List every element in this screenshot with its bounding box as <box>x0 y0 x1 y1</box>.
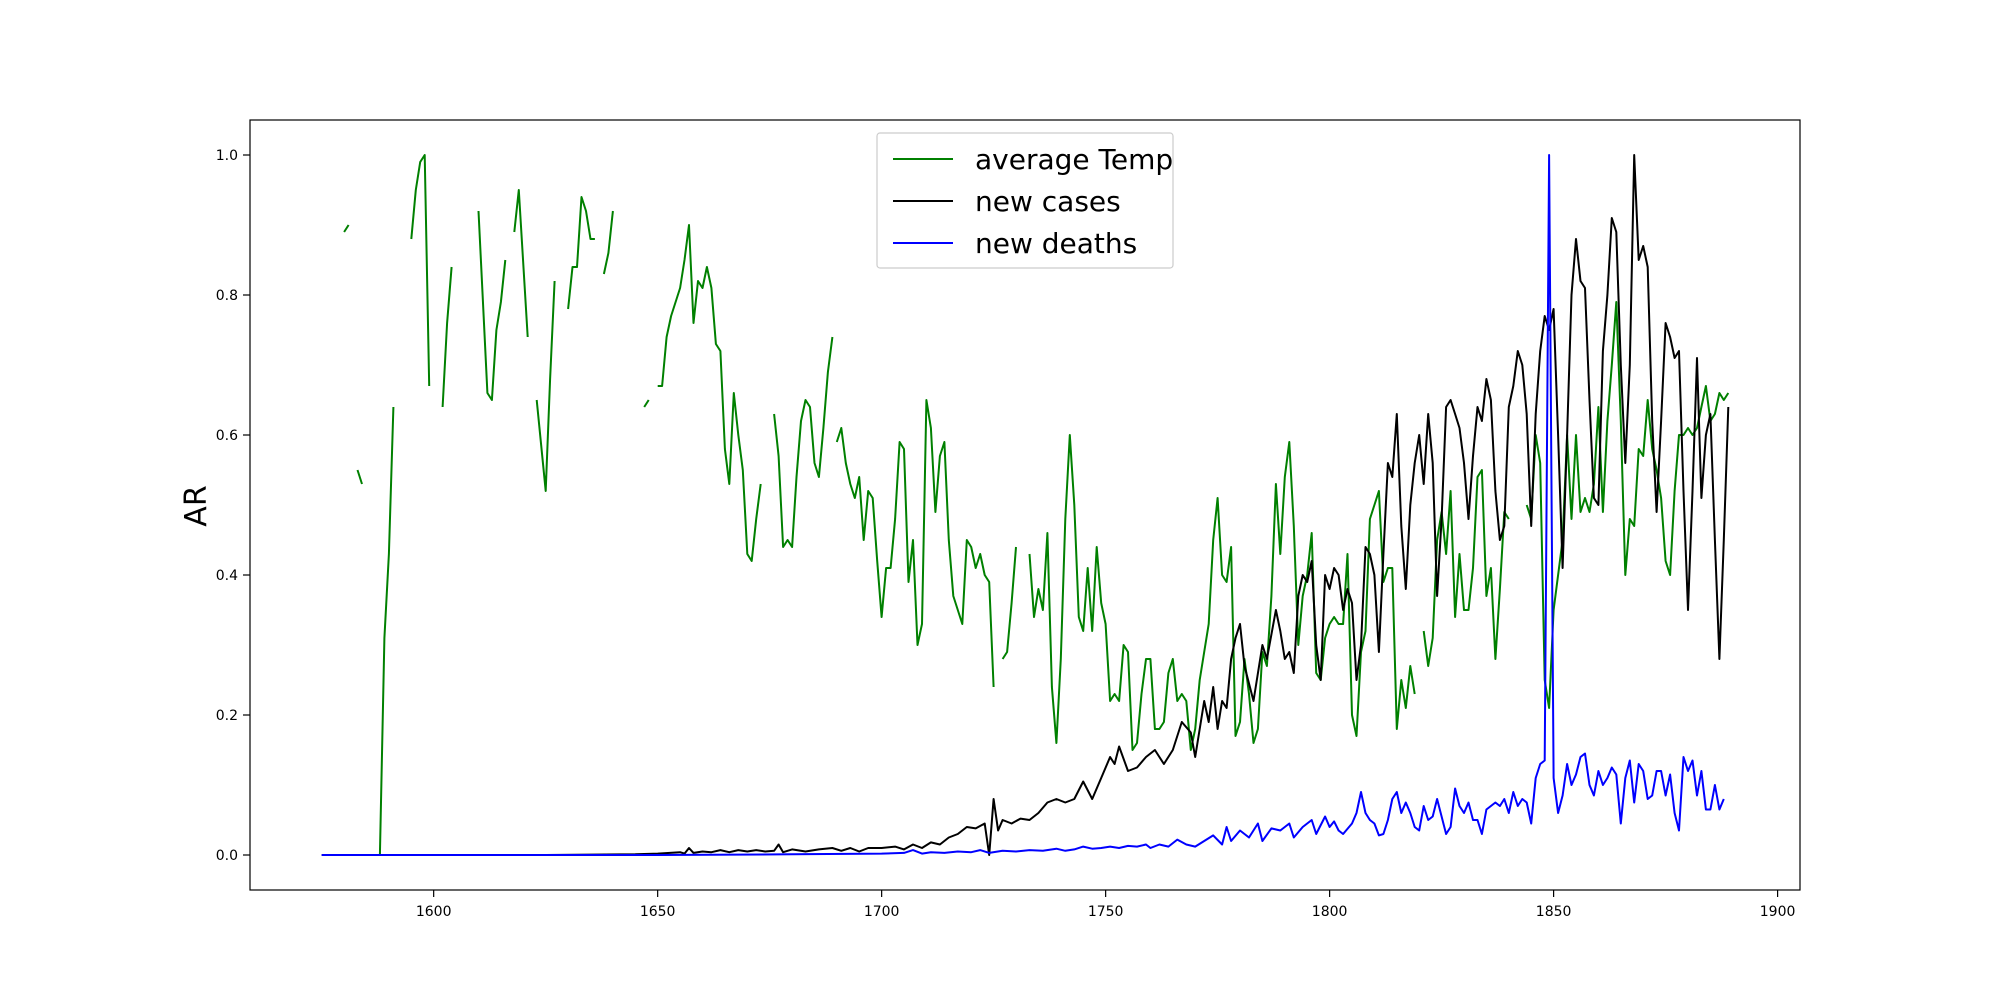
y-tick-label: 0.2 <box>216 708 238 724</box>
series-line <box>477 210 507 401</box>
series-line <box>835 399 995 688</box>
series-line <box>657 224 762 562</box>
legend-label: new deaths <box>975 227 1137 260</box>
x-tick-label: 1750 <box>1088 904 1124 920</box>
y-tick-label: 0.6 <box>216 428 238 444</box>
series-line <box>321 154 1730 856</box>
series-line <box>1001 546 1017 660</box>
y-tick-label: 0.0 <box>216 848 238 864</box>
series-line <box>1028 434 1416 751</box>
series-line <box>602 210 614 275</box>
series-line <box>343 224 350 233</box>
legend-label: new cases <box>975 185 1121 218</box>
y-tick-label: 1.0 <box>216 148 238 164</box>
axes-frame <box>249 119 1801 891</box>
legend-label: average Temp <box>975 143 1173 176</box>
legend-items: average Temp new cases new deaths <box>893 143 1173 260</box>
y-tick-label: 0.4 <box>216 568 238 584</box>
y-axis-label: AR <box>179 485 214 526</box>
series-new-deaths <box>321 154 1725 856</box>
series-line <box>567 196 595 310</box>
series-line <box>410 154 431 387</box>
x-axis: 1600 1650 1700 1750 1800 1850 1900 <box>416 890 1796 920</box>
series-line <box>321 154 1725 856</box>
series-line <box>1422 469 1510 667</box>
legend-box <box>876 132 1174 269</box>
y-tick-label: 0.8 <box>216 288 238 304</box>
series-line <box>356 469 363 485</box>
y-axis: 0.0 0.2 0.4 0.6 0.8 1.0 <box>216 148 250 864</box>
x-tick-label: 1650 <box>640 904 676 920</box>
series-new-cases <box>321 154 1730 856</box>
x-tick-label: 1600 <box>416 904 452 920</box>
series-line <box>441 266 453 408</box>
x-tick-label: 1700 <box>864 904 900 920</box>
series-line <box>535 280 556 492</box>
x-tick-label: 1850 <box>1536 904 1572 920</box>
series-line <box>773 336 834 548</box>
legend: average Temp new cases new deaths <box>876 132 1174 269</box>
series-line <box>643 399 650 408</box>
x-tick-label: 1800 <box>1312 904 1348 920</box>
series-line <box>378 406 395 856</box>
series-line <box>513 189 529 338</box>
plot-area <box>321 154 1730 856</box>
x-tick-label: 1900 <box>1760 904 1796 920</box>
series-average-temp <box>343 154 1730 856</box>
